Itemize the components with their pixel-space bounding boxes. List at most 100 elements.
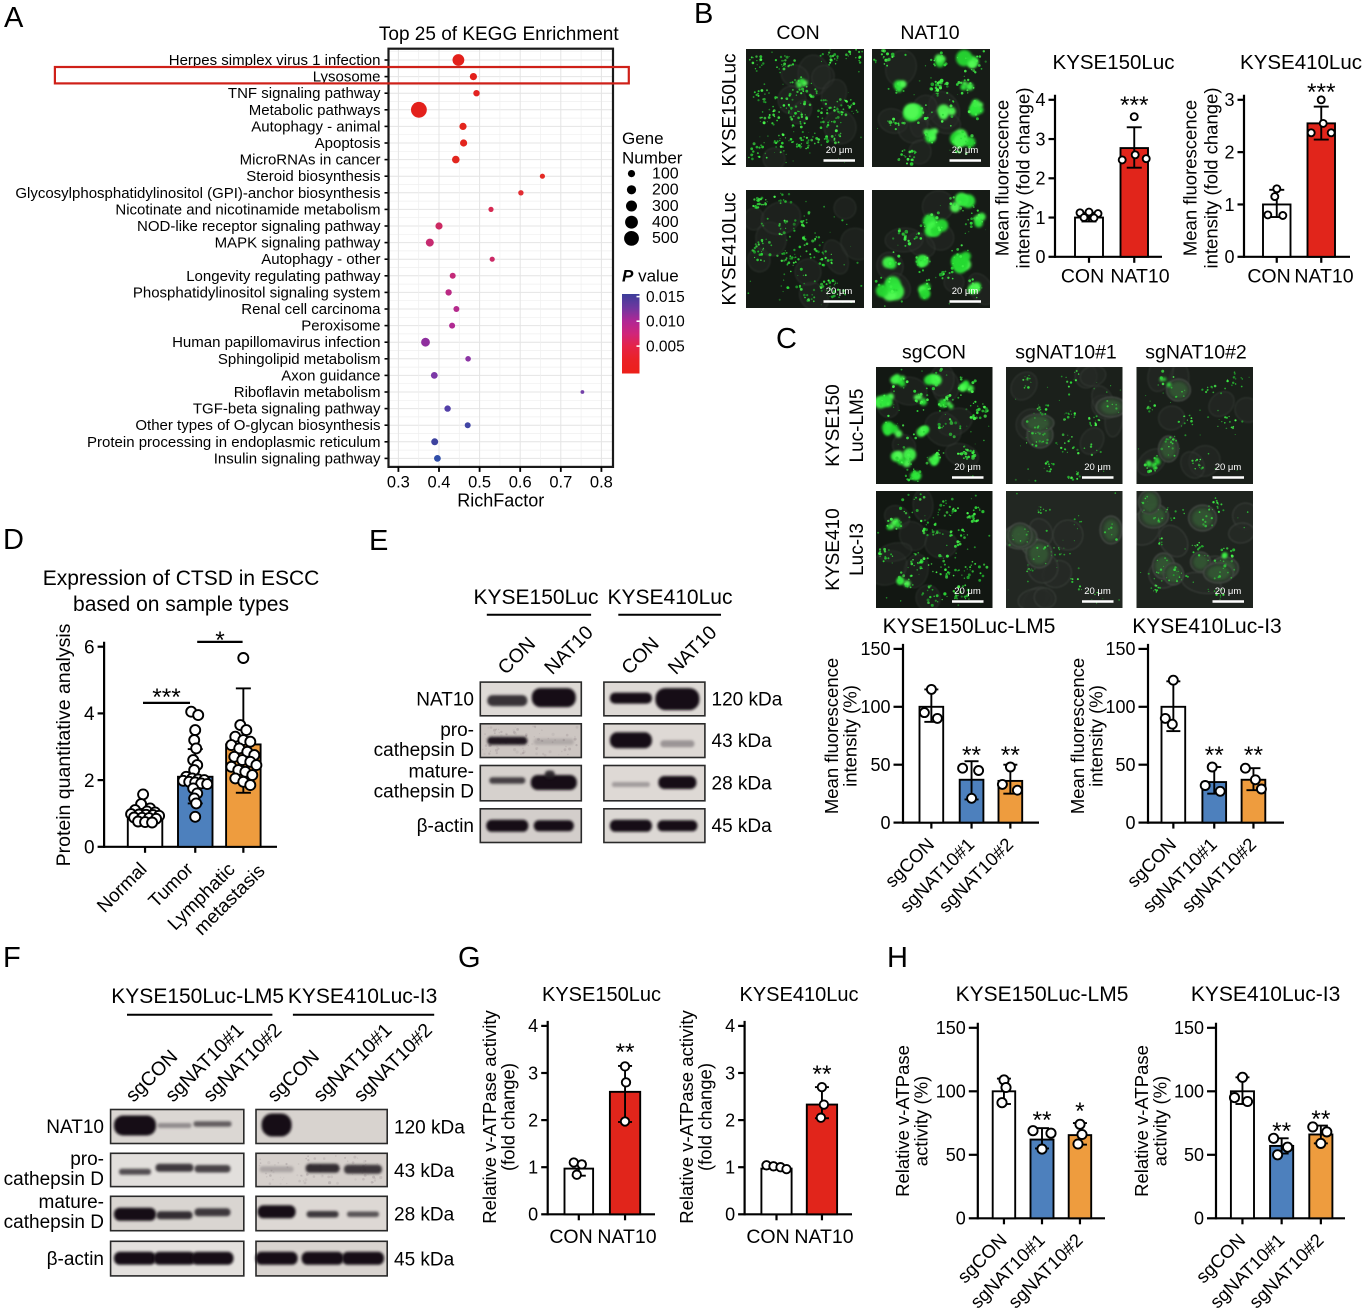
svg-text:Nicotinate and nicotinamide me: Nicotinate and nicotinamide metabolism (115, 201, 380, 218)
svg-text:0.3: 0.3 (387, 473, 410, 491)
svg-text:**: ** (1272, 1118, 1292, 1145)
svg-text:***: *** (1120, 92, 1149, 119)
svg-text:NAT10: NAT10 (46, 1117, 104, 1138)
svg-text:*: * (215, 627, 225, 654)
svg-text:KYSE410Luc-I3: KYSE410Luc-I3 (1132, 615, 1281, 638)
svg-text:***: *** (1307, 79, 1336, 106)
svg-text:pro-: pro- (440, 720, 474, 741)
svg-text:Luc-LM5: Luc-LM5 (847, 389, 868, 463)
svg-text:C: C (776, 323, 797, 355)
svg-text:200: 200 (652, 182, 679, 199)
svg-text:0.4: 0.4 (428, 473, 451, 491)
svg-text:20 μm: 20 μm (952, 145, 979, 156)
svg-text:500: 500 (652, 230, 679, 247)
svg-text:Relative v-ATPase activity: Relative v-ATPase activity (676, 1010, 697, 1224)
svg-text:β-actin: β-actin (417, 816, 474, 837)
svg-text:150: 150 (1174, 1018, 1204, 1038)
svg-text:sgNAT10#2: sgNAT10#2 (1145, 342, 1247, 364)
svg-text:100: 100 (860, 697, 890, 717)
svg-text:0: 0 (880, 813, 890, 833)
svg-text:3: 3 (1035, 129, 1045, 149)
svg-text:4: 4 (725, 1016, 735, 1036)
svg-text:Expression of CTSD in ESCC: Expression of CTSD in ESCC (43, 567, 320, 590)
svg-text:1: 1 (725, 1158, 735, 1178)
svg-text:Glycosylphosphatidylinositol (: Glycosylphosphatidylinositol (GPI)-ancho… (15, 185, 380, 202)
svg-text:Top 25 of KEGG Enrichment: Top 25 of KEGG Enrichment (379, 24, 619, 45)
svg-text:Mean fluorescence: Mean fluorescence (1067, 658, 1088, 814)
svg-text:45 kDa: 45 kDa (394, 1250, 455, 1271)
svg-text:activity (%): activity (%) (1150, 1076, 1171, 1166)
svg-text:0: 0 (1125, 813, 1135, 833)
svg-text:Autophagy - other: Autophagy - other (261, 251, 380, 268)
svg-text:Protein quantitative analysis: Protein quantitative analysis (53, 623, 75, 866)
svg-text:KYSE410Luc: KYSE410Luc (608, 586, 733, 609)
svg-text:Protein processing in endoplas: Protein processing in endoplasmic reticu… (87, 434, 380, 451)
svg-text:NAT10: NAT10 (1294, 266, 1353, 288)
svg-text:20 μm: 20 μm (1084, 586, 1111, 597)
svg-text:Insulin signaling pathway: Insulin signaling pathway (214, 450, 381, 467)
svg-text:Mean fluorescence: Mean fluorescence (821, 658, 842, 814)
svg-text:KYSE150Luc: KYSE150Luc (474, 586, 599, 609)
svg-text:**: ** (962, 742, 982, 769)
svg-text:50: 50 (870, 755, 890, 775)
svg-text:MAPK signaling pathway: MAPK signaling pathway (215, 235, 381, 252)
svg-text:(fold change): (fold change) (695, 1063, 716, 1171)
svg-text:Other types of O-glycan biosyn: Other types of O-glycan biosynthesis (135, 417, 380, 434)
svg-text:KYSE410Luc: KYSE410Luc (740, 984, 859, 1006)
svg-text:mature-: mature- (39, 1192, 104, 1213)
svg-text:CON: CON (746, 1226, 789, 1248)
svg-text:B: B (694, 0, 713, 30)
svg-text:28 kDa: 28 kDa (394, 1205, 455, 1226)
svg-text:intensity (%): intensity (%) (840, 685, 861, 787)
svg-text:F: F (3, 942, 21, 974)
svg-text:CON: CON (1247, 266, 1290, 288)
svg-text:intensity (fold change): intensity (fold change) (1201, 88, 1222, 269)
svg-text:1: 1 (1224, 195, 1234, 215)
svg-text:45 kDa: 45 kDa (712, 816, 773, 837)
svg-text:20 μm: 20 μm (954, 586, 981, 597)
svg-text:20 μm: 20 μm (952, 286, 979, 297)
svg-text:Luc-I3: Luc-I3 (847, 523, 868, 576)
svg-text:KYSE150Luc: KYSE150Luc (542, 984, 661, 1006)
svg-text:Steroid biosynthesis: Steroid biosynthesis (246, 168, 380, 185)
svg-text:G: G (458, 942, 481, 974)
svg-text:4: 4 (1035, 90, 1045, 110)
svg-text:150: 150 (860, 639, 890, 659)
svg-text:Gene: Gene (622, 129, 664, 148)
svg-text:RichFactor: RichFactor (457, 490, 544, 510)
svg-text:pro-: pro- (70, 1149, 104, 1170)
svg-text:KYSE410Luc-I3: KYSE410Luc-I3 (288, 985, 437, 1008)
svg-text:300: 300 (652, 198, 679, 215)
svg-text:Sphingolipid metabolism: Sphingolipid metabolism (218, 351, 381, 368)
svg-text:Relative v-ATPase activity: Relative v-ATPase activity (479, 1010, 500, 1224)
svg-text:mature-: mature- (409, 762, 474, 783)
svg-text:Mean fluorescence: Mean fluorescence (1180, 100, 1201, 256)
svg-text:NAT10: NAT10 (794, 1226, 853, 1248)
svg-text:KYSE150Luc: KYSE150Luc (1053, 51, 1175, 74)
svg-text:120 kDa: 120 kDa (712, 689, 783, 710)
svg-text:50: 50 (1115, 755, 1135, 775)
svg-text:Longevity regulating pathway: Longevity regulating pathway (186, 268, 381, 285)
svg-text:cathepsin D: cathepsin D (374, 782, 474, 803)
svg-text:0.5: 0.5 (468, 473, 491, 491)
svg-text:KYSE150Luc-LM5: KYSE150Luc-LM5 (111, 985, 284, 1008)
svg-text:100: 100 (1105, 697, 1135, 717)
svg-text:NAT10: NAT10 (597, 1226, 656, 1248)
svg-text:Peroxisome: Peroxisome (301, 318, 380, 335)
svg-text:Relative v-ATPase: Relative v-ATPase (892, 1045, 913, 1197)
svg-text:D: D (3, 524, 24, 556)
svg-text:*: * (1075, 1098, 1085, 1125)
svg-text:0.010: 0.010 (646, 314, 685, 331)
svg-text:50: 50 (946, 1145, 966, 1165)
svg-text:150: 150 (936, 1018, 966, 1038)
svg-text:0.8: 0.8 (590, 473, 613, 491)
svg-text:6: 6 (84, 637, 95, 658)
svg-text:0.005: 0.005 (646, 339, 685, 356)
svg-text:43 kDa: 43 kDa (394, 1161, 455, 1182)
svg-text:CON: CON (776, 22, 819, 44)
svg-text:NAT10: NAT10 (1110, 266, 1169, 288)
svg-text:KYSE410Luc-I3: KYSE410Luc-I3 (1191, 983, 1340, 1006)
svg-text:Renal cell carcinoma: Renal cell carcinoma (241, 301, 381, 318)
svg-text:H: H (887, 942, 908, 974)
svg-text:2: 2 (1035, 169, 1045, 189)
